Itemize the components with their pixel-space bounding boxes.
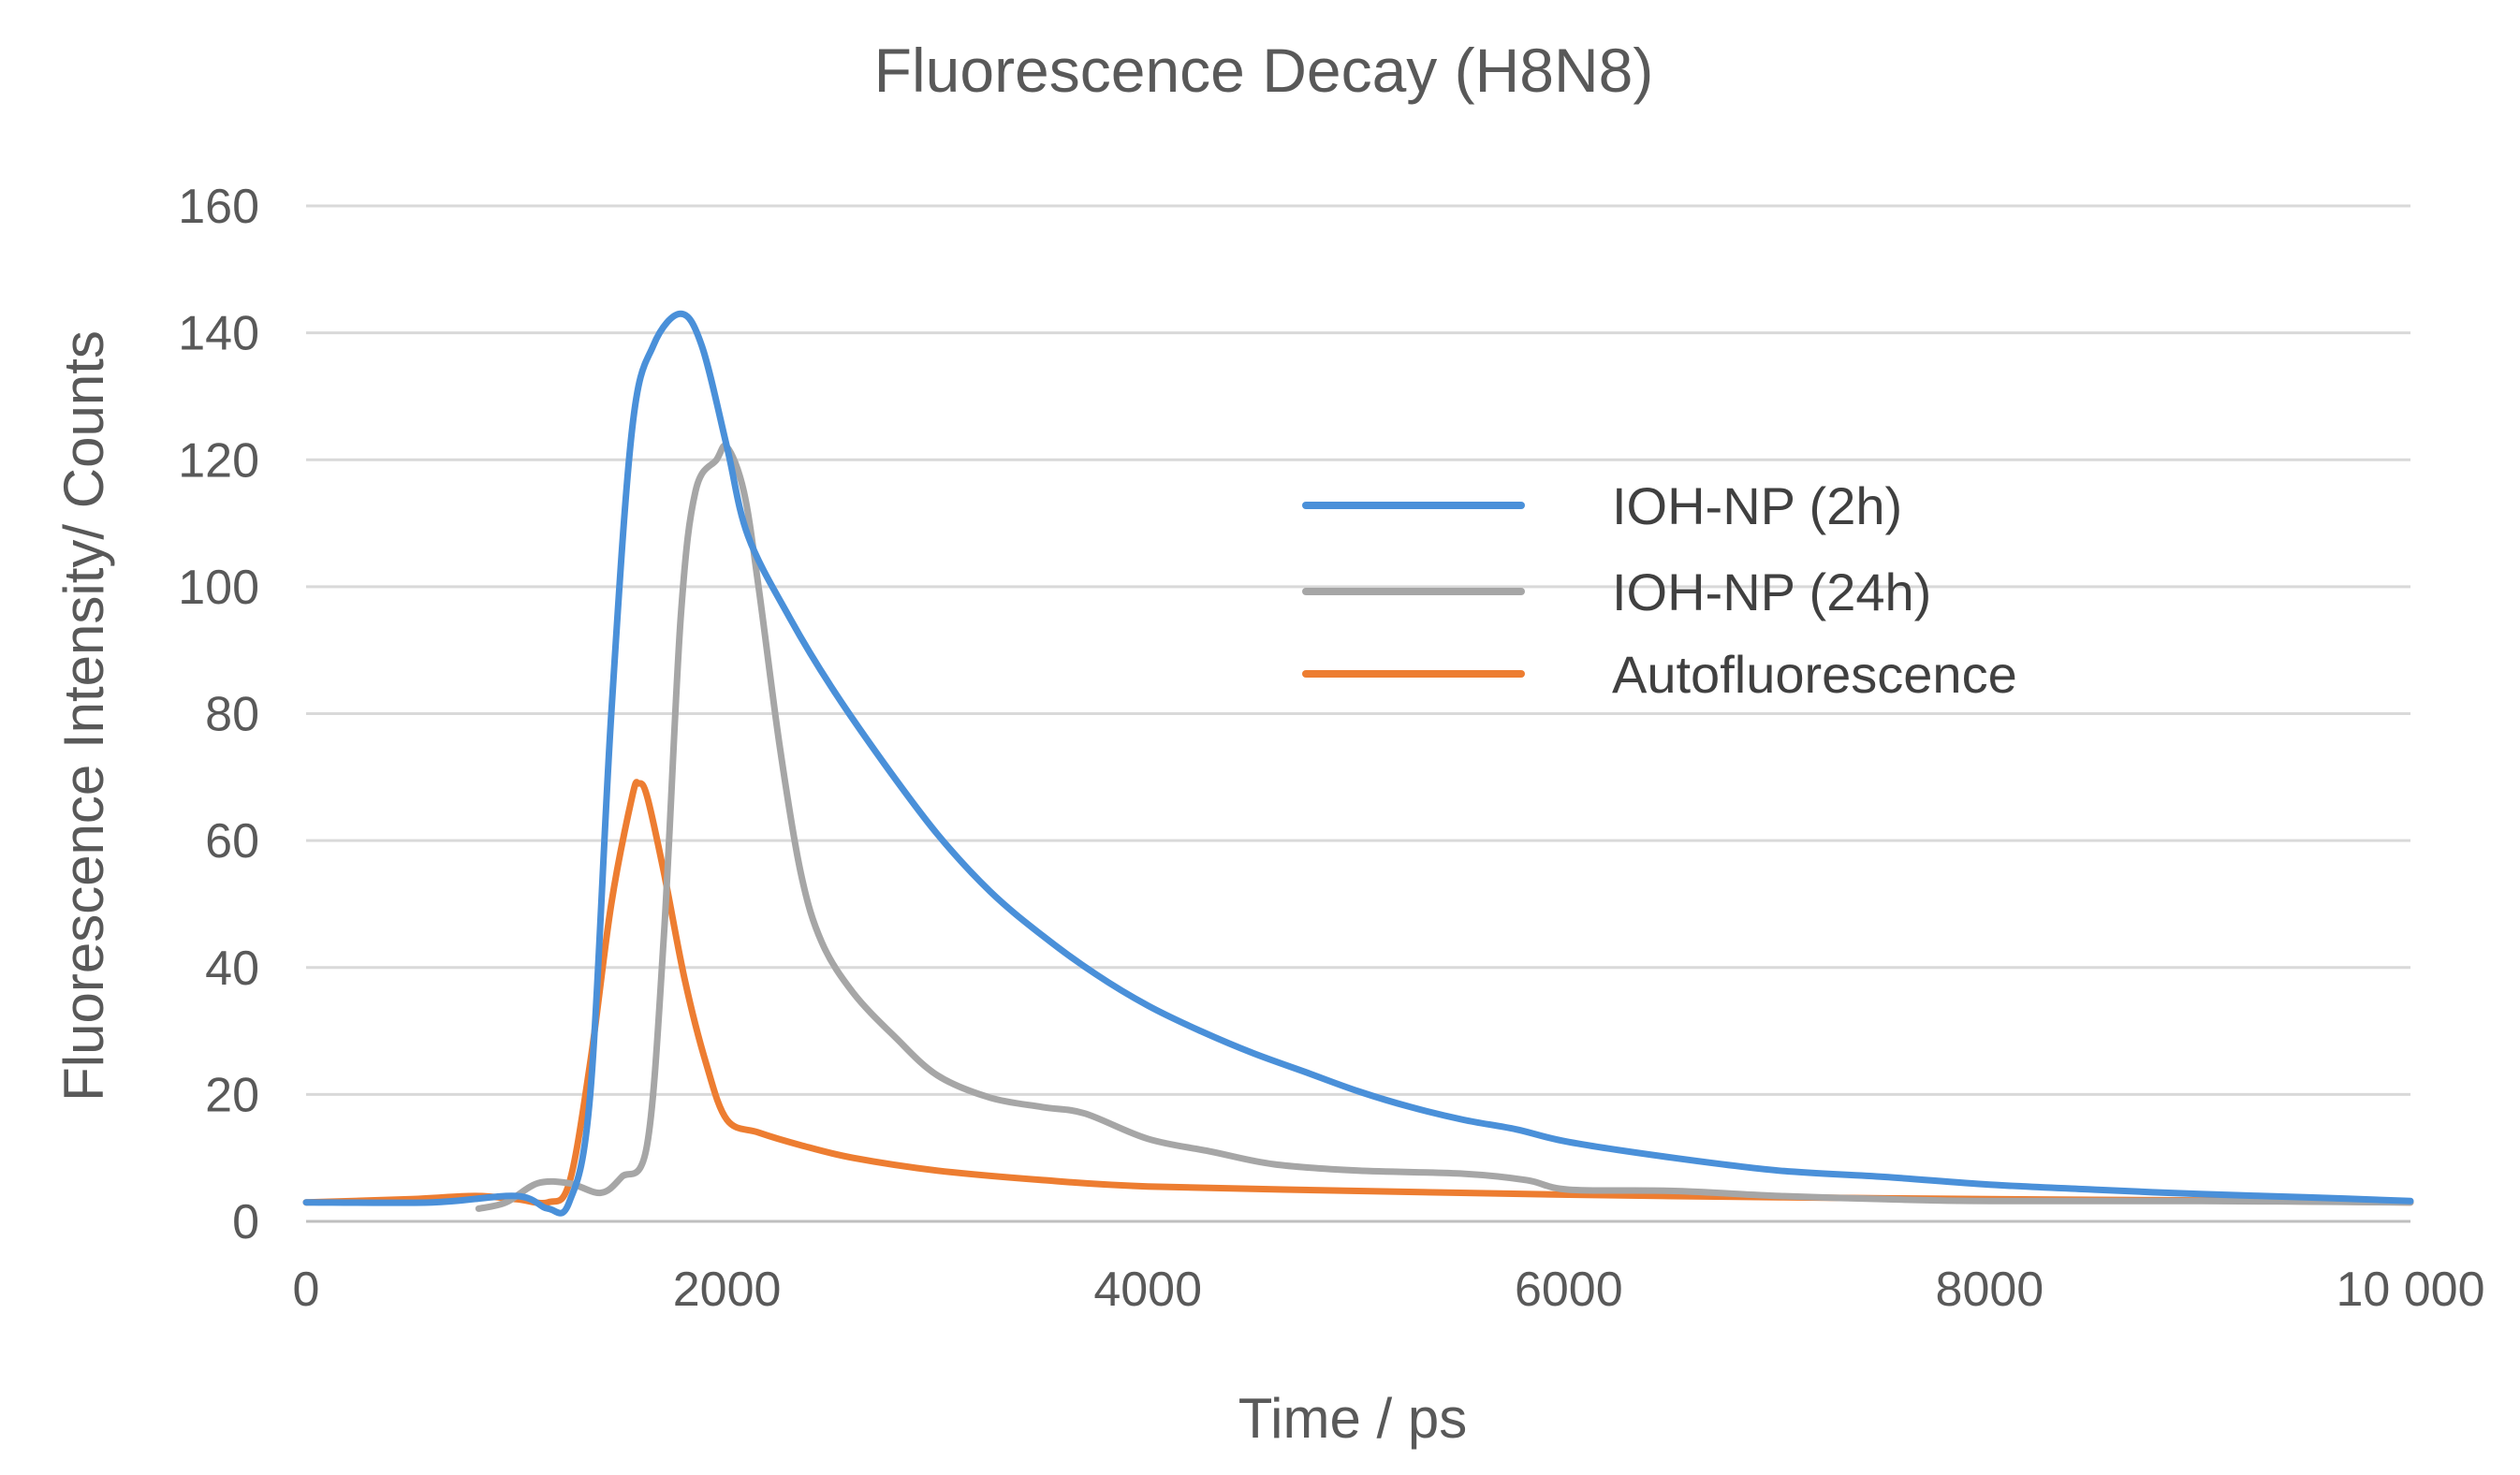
x-axis-title: Time / ps (1238, 1387, 1467, 1450)
series-line-autofluorescence (302, 779, 2414, 1207)
y-tick-label: 40 (205, 942, 259, 996)
y-tick-label: 0 (232, 1195, 259, 1249)
y-tick-label: 140 (178, 307, 259, 361)
x-tick-label: 4000 (1093, 1263, 1202, 1317)
series-line-ioh-np-24h (475, 442, 2414, 1212)
y-tick-label: 80 (205, 688, 259, 742)
x-tick-label: 0 (293, 1263, 320, 1317)
x-tick-label: 8000 (1936, 1263, 2044, 1317)
legend-label: Autofluorescence (1612, 645, 2017, 704)
gridlines (306, 204, 2410, 1223)
y-tick-label: 60 (205, 814, 259, 869)
legend-label: IOH-NP (2h) (1612, 476, 1902, 535)
x-tick-label: 10 000 (2336, 1263, 2484, 1317)
x-tick-label: 2000 (673, 1263, 782, 1317)
y-tick-label: 20 (205, 1068, 259, 1122)
x-tick-label: 6000 (1515, 1263, 1623, 1317)
legend: IOH-NP (2h) IOH-NP (24h) Autofluorescence (1302, 476, 2017, 704)
legend-label: IOH-NP (24h) (1612, 562, 1931, 621)
y-tick-labels: 0 20 40 60 80 100 120 140 160 (178, 180, 259, 1249)
series-lines (302, 310, 2414, 1217)
y-tick-label: 120 (178, 433, 259, 488)
y-axis-title: Fluorescence Intensity/ Counts (52, 330, 115, 1102)
x-tick-labels: 0 2000 4000 6000 8000 10 000 (293, 1263, 2485, 1317)
y-tick-label: 100 (178, 561, 259, 615)
series-line-ioh-np-2h (302, 310, 2414, 1217)
chart-title: Fluorescence Decay (H8N8) (874, 36, 1654, 105)
y-tick-label: 160 (178, 180, 259, 234)
